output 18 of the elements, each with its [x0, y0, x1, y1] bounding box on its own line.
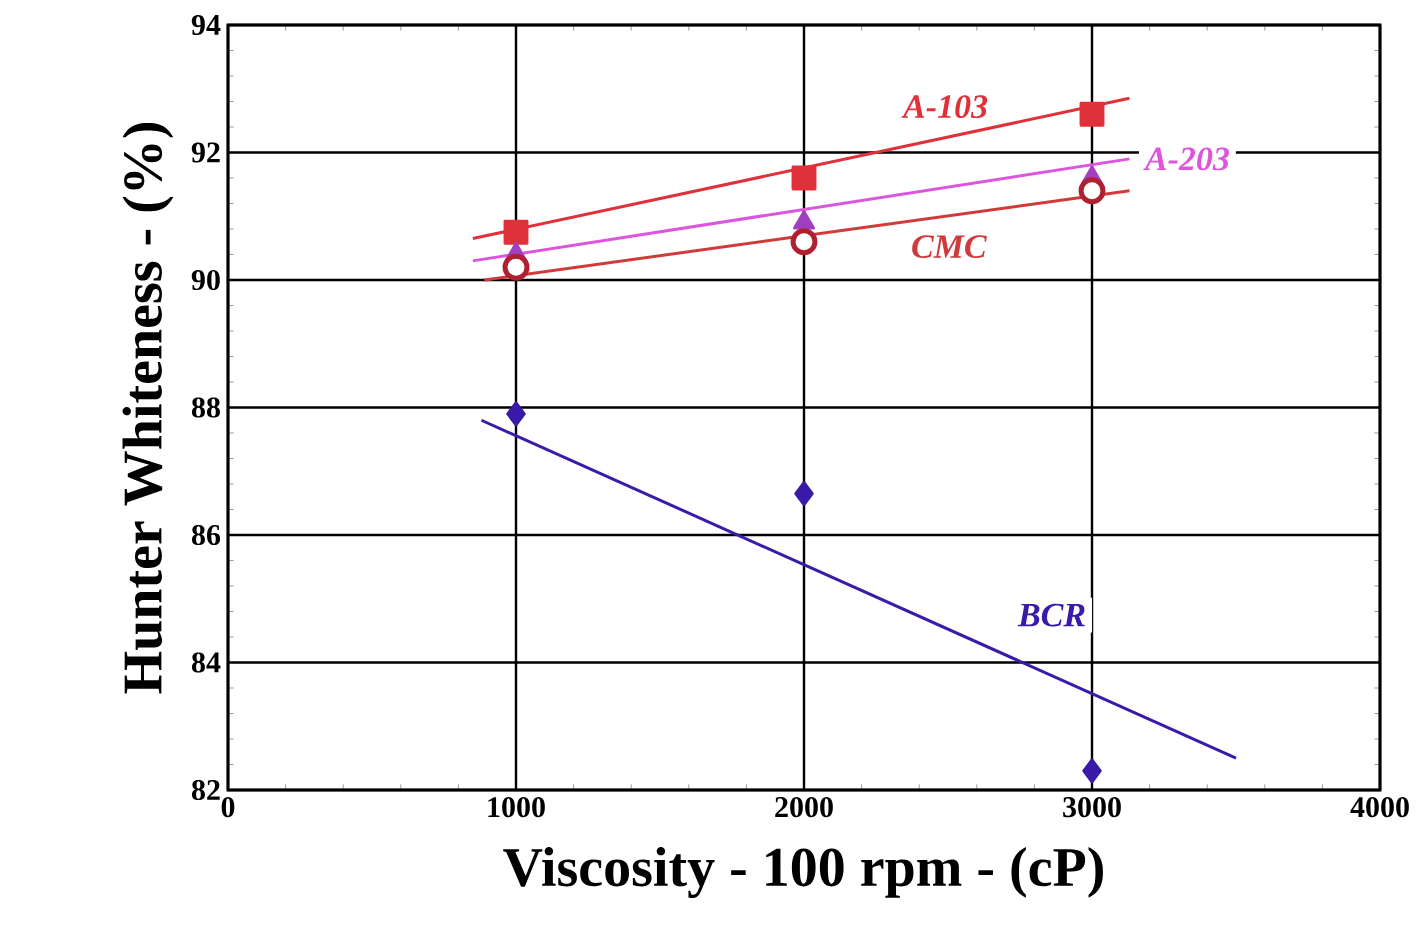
series-label: A-203: [1143, 147, 1230, 171]
series-label: CMC: [912, 235, 987, 259]
y-tick-label: 84: [191, 652, 221, 673]
x-tick-label: 2000: [775, 797, 833, 818]
x-axis-title: Viscosity - 100 rpm - (cP): [503, 846, 1103, 898]
y-tick-label: 92: [191, 142, 220, 163]
y-axis-title: Hunter Whiteness - (%): [122, 122, 174, 694]
x-tick-label: 0: [221, 797, 235, 818]
y-tick-label: 86: [191, 524, 221, 546]
x-tick-label: 4000: [1350, 797, 1409, 818]
x-tick-label: 1000: [488, 797, 545, 818]
y-tick-label: 94: [191, 14, 221, 36]
y-tick-label: 88: [191, 397, 220, 418]
series-label: A-103: [901, 95, 988, 119]
y-tick-label: 90: [191, 269, 220, 291]
series-label: BCR: [1017, 603, 1085, 627]
x-tick-label: 3000: [1063, 797, 1121, 818]
y-tick-label: 82: [191, 779, 220, 801]
